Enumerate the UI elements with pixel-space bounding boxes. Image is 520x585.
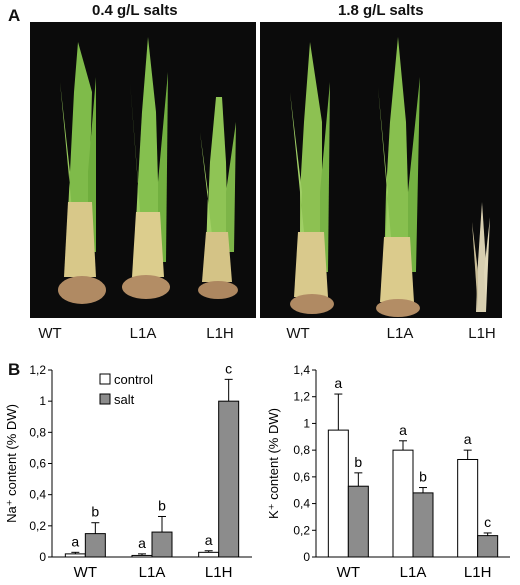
na-chart-bar-control-wt	[64, 553, 86, 558]
na-chart-significance-letter: a	[71, 533, 79, 549]
k-chart-significance-letter: b	[419, 469, 427, 485]
k-content-chart: 0 0,2 0,4 0,6 0,8 1 1,2 1,4 K⁺ content (% DW) a b W…	[266, 363, 510, 581]
plant-l1a-low-salt	[122, 37, 170, 299]
na-chart-significance-letter: b	[91, 504, 99, 520]
k-chart-bar-control-wt	[327, 429, 349, 558]
chart-legend: control salt	[99, 372, 153, 407]
plant-photo-low-salt	[30, 22, 256, 318]
na-chart-y-tick-label: 1,2	[29, 363, 46, 377]
plant-label-l1h-high: L1H	[468, 325, 496, 342]
na-chart-y-tick-label: 0,8	[29, 425, 46, 439]
k-chart-bar-salt-wt	[347, 485, 369, 558]
na-chart-bar-salt-l1h	[218, 400, 240, 558]
k-chart-y-tick-label: 0	[303, 550, 310, 564]
k-chart-y-tick-label: 1	[303, 416, 310, 430]
plant-l1h-high-salt	[472, 202, 490, 312]
k-chart-y-tick-label: 1,2	[293, 390, 310, 404]
na-chart-y-tick-label: 1	[39, 394, 46, 408]
na-chart-significance-letter: a	[205, 532, 213, 548]
plant-label-wt-low: WT	[38, 325, 62, 342]
k-chart-y-tick-label: 0,2	[293, 523, 310, 537]
k-chart-bar-salt-l1h	[477, 535, 499, 558]
na-chart-category-label: L1A	[139, 564, 166, 581]
k-chart-significance-letter: a	[464, 431, 472, 447]
na-chart-significance-letter: b	[158, 497, 166, 513]
na-chart-y-tick-label: 0,6	[29, 457, 46, 471]
k-chart-significance-letter: a	[334, 375, 342, 391]
plant-label-l1a-high: L1A	[386, 325, 414, 342]
k-chart-y-tick-label: 0,8	[293, 443, 310, 457]
na-chart-bar-control-l1h	[198, 551, 220, 558]
na-chart-y-tick-label: 0,4	[29, 488, 46, 502]
legend-swatch-salt	[99, 393, 111, 405]
plant-wt-high-salt	[290, 42, 334, 314]
condition-title-high-salt: 1.8 g/L salts	[338, 2, 424, 19]
na-chart-y-axis-label: Na⁺ content (% DW)	[4, 404, 19, 523]
k-chart-y-tick-label: 0,6	[293, 470, 310, 484]
k-chart-category-label: L1A	[400, 564, 427, 581]
plant-photo-low-salt-drawing	[58, 37, 238, 304]
legend-label-control: control	[114, 372, 153, 387]
plant-label-wt-high: WT	[286, 325, 310, 342]
k-chart-y-axis-label: K⁺ content (% DW)	[266, 408, 281, 519]
k-chart-bar-control-l1h	[457, 458, 479, 558]
na-chart-y-tick-label: 0,2	[29, 519, 46, 533]
condition-title-low-salt: 0.4 g/L salts	[92, 2, 178, 19]
na-chart-bar-salt-l1a	[151, 531, 173, 558]
k-chart-category-label: L1H	[464, 564, 492, 581]
plant-wt-low-salt	[58, 42, 106, 304]
na-chart-category-label: WT	[74, 564, 97, 581]
na-content-chart: 00,20,40,60,811,2Na⁺ content (% DW)abWTa…	[4, 362, 252, 581]
plant-label-l1a-low: L1A	[129, 325, 157, 342]
k-chart-significance-letter: b	[354, 454, 362, 470]
k-chart-y-tick-label: 1,4	[293, 363, 310, 377]
plant-l1a-high-salt	[376, 37, 420, 317]
na-chart-significance-letter: c	[225, 362, 232, 376]
legend-swatch-control	[99, 373, 111, 385]
plant-label-l1h-low: L1H	[206, 325, 234, 342]
legend-label-salt: salt	[114, 392, 135, 407]
k-chart-bar-control-l1a	[392, 449, 414, 558]
plant-l1h-low-salt	[198, 97, 238, 299]
na-chart-y-tick-label: 0	[39, 550, 46, 564]
na-chart-significance-letter: a	[138, 535, 146, 551]
panel-a-letter: A	[8, 6, 21, 25]
k-chart-y-tick-label: 0,4	[293, 497, 310, 511]
k-chart-significance-letter: c	[484, 514, 491, 530]
na-chart-category-label: L1H	[205, 564, 233, 581]
k-chart-significance-letter: a	[399, 422, 407, 438]
na-chart-bar-salt-wt	[84, 533, 106, 558]
k-chart-category-label: WT	[337, 564, 360, 581]
panel-b-letter: B	[8, 360, 21, 379]
k-chart-bar-salt-l1a	[412, 492, 434, 558]
plant-photo-high-salt-drawing	[290, 37, 490, 317]
plant-photo-high-salt	[260, 22, 502, 318]
na-chart-bar-control-l1a	[131, 554, 153, 558]
